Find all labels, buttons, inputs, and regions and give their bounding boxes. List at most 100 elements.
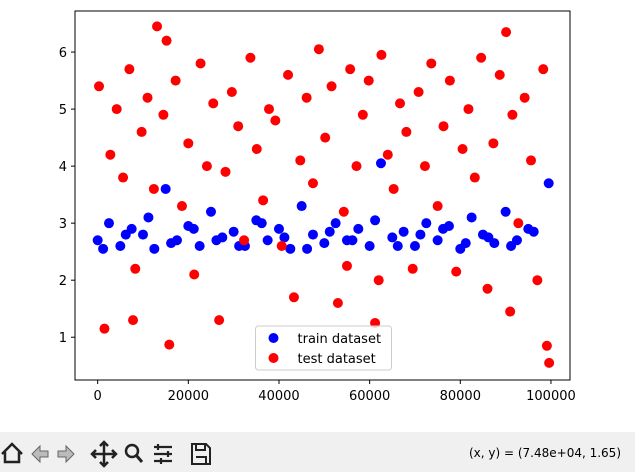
point [432, 235, 443, 246]
point [130, 263, 141, 274]
point [444, 75, 455, 86]
y-tick-label: 2 [59, 274, 67, 289]
pan-button[interactable] [90, 440, 118, 468]
point [460, 238, 471, 249]
legend-label: test dataset [298, 352, 376, 367]
zoom-button[interactable] [124, 443, 144, 463]
point [258, 195, 269, 206]
y-tick-label: 4 [59, 160, 67, 175]
point [332, 298, 343, 309]
point [421, 218, 432, 229]
point [99, 323, 110, 334]
point [264, 104, 275, 115]
point [543, 178, 554, 189]
save-button[interactable] [191, 443, 211, 465]
point [457, 144, 468, 155]
point [507, 109, 518, 120]
configure-button[interactable] [154, 444, 172, 464]
point [494, 69, 505, 80]
point [409, 240, 420, 251]
point [341, 260, 352, 271]
point [375, 158, 386, 169]
point [544, 357, 555, 368]
point [120, 229, 131, 240]
point [532, 275, 543, 286]
point [239, 235, 250, 246]
chart: Multi-linear 3 classes 0 20000 40000 60000 8… [59, 0, 576, 404]
point [501, 27, 512, 38]
point [330, 218, 341, 229]
point [370, 215, 381, 226]
point [302, 243, 313, 254]
point [415, 229, 426, 240]
point [438, 121, 449, 132]
point [345, 64, 356, 75]
point [189, 269, 200, 280]
point [148, 183, 159, 194]
status-text: (x, y) = (7.48e+04, 1.65) [468, 446, 621, 460]
point [407, 263, 418, 274]
point [388, 183, 399, 194]
y-tick-label: 5 [59, 103, 67, 118]
point [245, 52, 256, 63]
legend-marker [268, 353, 279, 363]
y-tick-label: 1 [59, 331, 67, 346]
point [451, 266, 462, 277]
point [124, 64, 135, 75]
home-button[interactable] [1, 442, 23, 464]
point [205, 206, 216, 217]
point [401, 126, 412, 137]
legend-box [255, 325, 392, 371]
point [115, 240, 126, 251]
point [469, 172, 480, 183]
point [347, 235, 358, 246]
point [195, 58, 206, 69]
point [283, 69, 294, 80]
x-tick-label: 0 [94, 389, 102, 404]
point [158, 109, 169, 120]
legend-marker [268, 333, 279, 343]
point [357, 109, 368, 120]
point [118, 172, 129, 183]
back-button[interactable] [31, 444, 49, 464]
point [160, 183, 171, 194]
x-tick-label: 80000 [440, 389, 481, 404]
point [395, 98, 406, 109]
point [273, 223, 284, 234]
point [105, 149, 116, 160]
axes-frame [74, 10, 571, 381]
point [387, 232, 398, 243]
point [103, 218, 114, 229]
point [285, 243, 296, 254]
y-tick-label: 3 [59, 217, 67, 232]
point [353, 223, 364, 234]
point [438, 223, 449, 234]
legend-label: train dataset [298, 332, 382, 347]
point [538, 64, 549, 75]
point [370, 317, 381, 328]
point [398, 226, 409, 237]
point [188, 223, 199, 234]
forward-button[interactable] [57, 444, 75, 464]
point [513, 218, 524, 229]
point [392, 240, 403, 251]
point [338, 206, 349, 217]
point [251, 144, 262, 155]
point [526, 155, 537, 166]
point [276, 240, 287, 251]
point [279, 232, 290, 243]
point [376, 49, 387, 60]
point [211, 235, 222, 246]
point [170, 75, 181, 86]
point [166, 238, 177, 249]
point [351, 161, 362, 172]
point [214, 315, 225, 326]
point [505, 306, 516, 317]
x-tick-label: 60000 [349, 389, 390, 404]
toolbar-icons [1, 440, 211, 468]
x-tick-label: 100000 [526, 389, 576, 404]
point [307, 178, 318, 189]
point [137, 229, 148, 240]
point [301, 92, 312, 103]
